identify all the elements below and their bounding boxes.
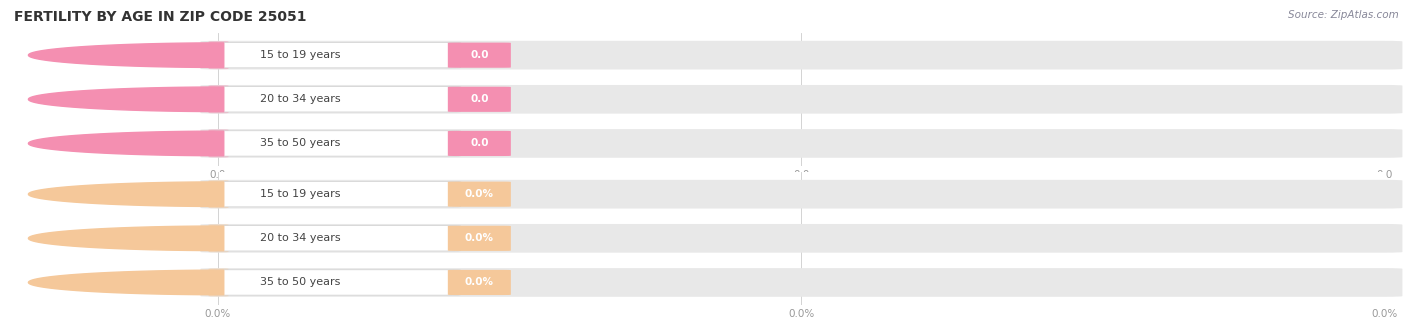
FancyBboxPatch shape (449, 131, 510, 156)
FancyBboxPatch shape (215, 42, 461, 68)
FancyBboxPatch shape (215, 181, 461, 207)
Polygon shape (28, 43, 224, 68)
Text: 35 to 50 years: 35 to 50 years (260, 277, 340, 287)
Text: 15 to 19 years: 15 to 19 years (260, 50, 340, 60)
FancyBboxPatch shape (449, 182, 510, 207)
Text: 20 to 34 years: 20 to 34 years (260, 94, 340, 104)
FancyBboxPatch shape (449, 270, 510, 295)
FancyBboxPatch shape (208, 85, 228, 113)
Text: Source: ZipAtlas.com: Source: ZipAtlas.com (1288, 10, 1399, 20)
Text: 0.0: 0.0 (470, 94, 488, 104)
FancyBboxPatch shape (208, 129, 228, 158)
Text: 0.0%: 0.0% (465, 189, 494, 199)
Text: 0.0: 0.0 (470, 138, 488, 148)
FancyBboxPatch shape (208, 224, 228, 252)
FancyBboxPatch shape (201, 129, 1402, 158)
FancyBboxPatch shape (208, 41, 228, 69)
FancyBboxPatch shape (215, 87, 461, 112)
Text: 15 to 19 years: 15 to 19 years (260, 189, 340, 199)
FancyBboxPatch shape (215, 226, 461, 251)
Polygon shape (28, 131, 224, 156)
FancyBboxPatch shape (201, 268, 1402, 297)
FancyBboxPatch shape (201, 85, 1402, 114)
FancyBboxPatch shape (449, 43, 510, 68)
FancyBboxPatch shape (201, 41, 1402, 70)
Polygon shape (28, 87, 224, 112)
Text: 0.0: 0.0 (470, 50, 488, 60)
Polygon shape (28, 182, 224, 207)
FancyBboxPatch shape (449, 226, 510, 251)
FancyBboxPatch shape (201, 180, 1402, 209)
Text: 0.0%: 0.0% (465, 277, 494, 287)
FancyBboxPatch shape (215, 270, 461, 295)
Text: 20 to 34 years: 20 to 34 years (260, 233, 340, 243)
FancyBboxPatch shape (201, 224, 1402, 253)
Polygon shape (28, 270, 224, 295)
FancyBboxPatch shape (215, 131, 461, 156)
Text: 0.0%: 0.0% (465, 233, 494, 243)
FancyBboxPatch shape (208, 180, 228, 208)
Text: FERTILITY BY AGE IN ZIP CODE 25051: FERTILITY BY AGE IN ZIP CODE 25051 (14, 10, 307, 24)
FancyBboxPatch shape (449, 87, 510, 112)
Text: 35 to 50 years: 35 to 50 years (260, 138, 340, 148)
FancyBboxPatch shape (208, 268, 228, 297)
Polygon shape (28, 226, 224, 251)
